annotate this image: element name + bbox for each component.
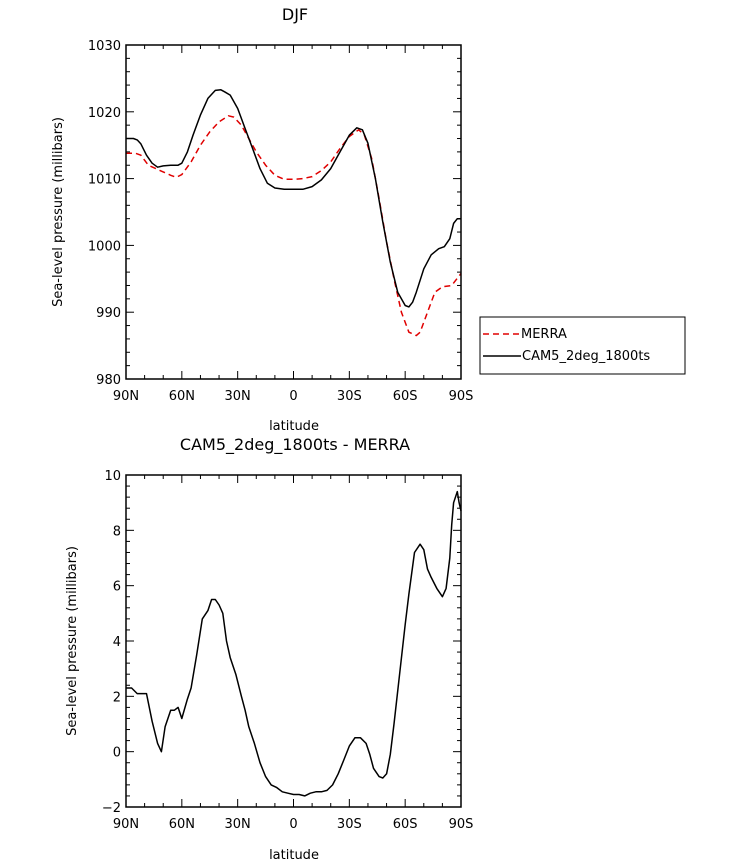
bottom-chart-title: CAM5_2deg_1800ts - MERRA	[180, 435, 410, 455]
top-plot-area	[126, 89, 462, 337]
bottom-x-axis-label: latitude	[269, 848, 319, 863]
legend-box	[479, 316, 686, 375]
top-y-ticks: 980 990 1000 1010 1020 1030	[88, 39, 461, 388]
top-y-tick-label: 1010	[88, 173, 121, 188]
top-y-tick-label: 1030	[88, 39, 121, 54]
bottom-x-tick-label: 60S	[393, 817, 418, 832]
bottom-y-tick-label: 10	[104, 469, 121, 484]
top-x-tick-label: 0	[289, 389, 297, 404]
bottom-series-line-0	[126, 490, 462, 797]
bottom-x-tick-label: 30S	[337, 817, 362, 832]
legend-label-cam5: CAM5_2deg_1800ts	[522, 349, 650, 364]
top-y-tick-label: 990	[96, 306, 121, 321]
bottom-x-tick-label: 30N	[225, 817, 251, 832]
bottom-chart: CAM5_2deg_1800ts - MERRA 90N 60N 30N 0 30S 60…	[65, 435, 473, 863]
bottom-y-tick-label: 2	[113, 690, 121, 705]
top-x-axis-label: latitude	[269, 419, 319, 434]
bottom-y-tick-label: 4	[113, 635, 121, 650]
top-chart: DJF 90N 60N 30N 0 30S 60S 90S 980 990 1000 1010 10…	[51, 5, 473, 434]
top-y-tick-label: 1000	[88, 239, 121, 254]
top-x-tick-label: 60N	[169, 389, 195, 404]
bottom-plot-frame	[125, 474, 462, 808]
bottom-y-axis-label: Sea-level pressure (millibars)	[65, 546, 80, 736]
top-series-line-0	[126, 115, 462, 337]
top-x-tick-label: 90N	[113, 389, 139, 404]
bottom-x-tick-label: 90S	[449, 817, 474, 832]
top-series-line-1	[126, 89, 461, 308]
bottom-y-tick-label: 8	[113, 524, 121, 539]
top-x-tick-label: 30N	[225, 389, 251, 404]
top-y-axis-label: Sea-level pressure (millibars)	[51, 117, 66, 307]
top-plot-frame	[125, 44, 462, 380]
top-x-tick-label: 90S	[449, 389, 474, 404]
bottom-x-tick-label: 60N	[169, 817, 195, 832]
bottom-x-tick-label: 0	[289, 817, 297, 832]
legend: MERRA CAM5_2deg_1800ts	[479, 316, 686, 375]
bottom-y-tick-label: −2	[102, 801, 121, 816]
bottom-y-ticks: −2 0 2 4 6 8 10	[102, 469, 461, 816]
legend-label-merra: MERRA	[521, 327, 567, 342]
bottom-x-tick-label: 90N	[113, 817, 139, 832]
bottom-y-tick-label: 6	[113, 580, 121, 595]
top-x-tick-label: 60S	[393, 389, 418, 404]
top-y-tick-label: 1020	[88, 106, 121, 121]
bottom-y-tick-label: 0	[113, 746, 121, 761]
top-y-tick-label: 980	[96, 373, 121, 388]
bottom-plot-area	[126, 490, 462, 797]
top-chart-title: DJF	[282, 5, 308, 24]
top-x-ticks: 90N 60N 30N 0 30S 60S 90S	[113, 45, 474, 404]
bottom-x-ticks: 90N 60N 30N 0 30S 60S 90S	[113, 475, 474, 832]
top-x-tick-label: 30S	[337, 389, 362, 404]
